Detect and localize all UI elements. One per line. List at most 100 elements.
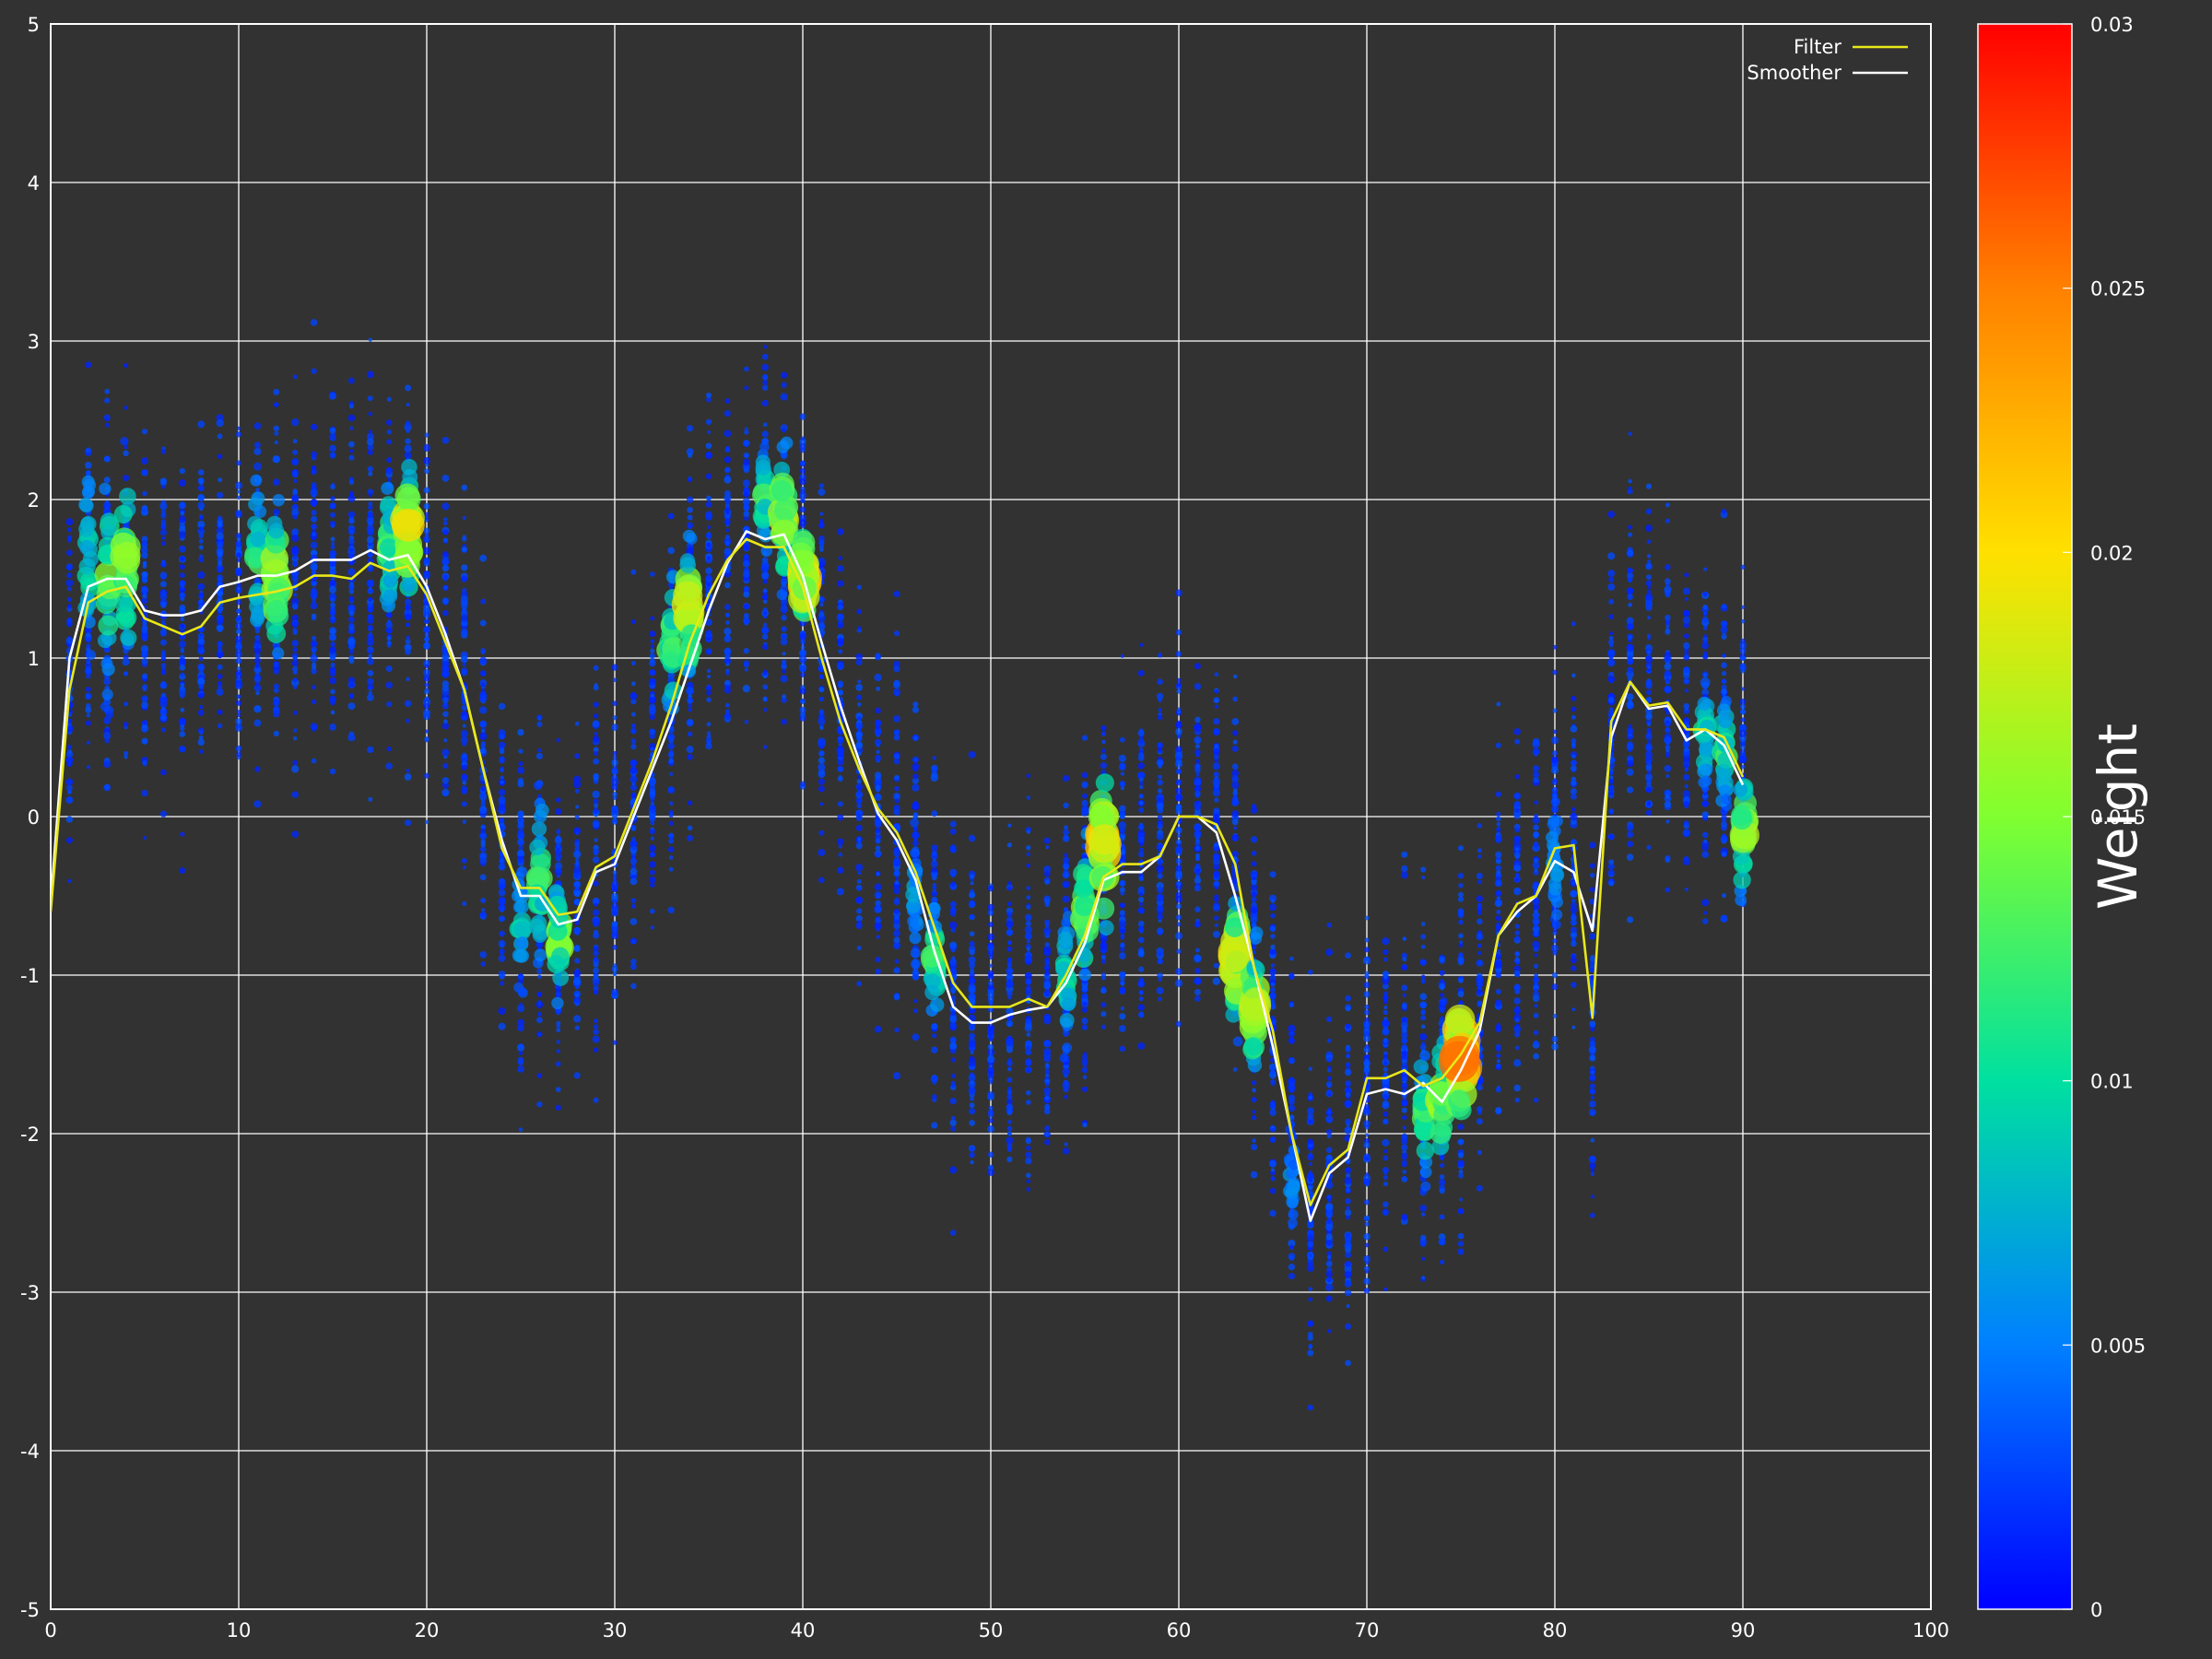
particle [236, 608, 241, 614]
particle [819, 802, 824, 806]
particle [536, 991, 543, 997]
particle [1119, 736, 1125, 743]
particle [988, 980, 994, 986]
particle [424, 537, 429, 542]
particle [499, 930, 505, 937]
particle [1325, 1233, 1333, 1241]
particle [1270, 982, 1276, 987]
particle [667, 786, 676, 794]
particle [1327, 1254, 1332, 1259]
particle [1213, 846, 1219, 853]
particle [479, 656, 488, 665]
particle [218, 641, 222, 646]
particle [1194, 885, 1201, 892]
particle [1100, 972, 1107, 978]
particle [367, 465, 374, 473]
particle [1158, 774, 1162, 780]
particle [236, 666, 241, 671]
particle [855, 864, 864, 872]
particle [574, 958, 581, 964]
particle [424, 674, 429, 679]
particle [1007, 995, 1012, 1000]
particle [1344, 1068, 1352, 1077]
particle [1270, 1015, 1276, 1021]
particle [347, 441, 355, 448]
particle [987, 903, 994, 912]
particle [348, 584, 355, 591]
particle [1250, 884, 1258, 891]
particle [311, 758, 317, 764]
particle [347, 511, 356, 519]
particle [799, 706, 806, 713]
particle [236, 713, 241, 718]
particle [479, 950, 488, 959]
particle [347, 494, 356, 502]
particle [462, 700, 467, 706]
particle [1176, 681, 1182, 687]
particle [799, 477, 806, 486]
particle [648, 844, 656, 853]
particle [291, 659, 299, 667]
particle [781, 659, 787, 665]
particle [874, 1025, 882, 1033]
particle [1157, 887, 1164, 894]
particle [856, 789, 862, 794]
particle [893, 630, 900, 637]
particle [969, 1102, 975, 1109]
particle [179, 525, 186, 534]
particle [179, 688, 186, 697]
particle [649, 908, 655, 914]
particle [479, 747, 487, 754]
particle [236, 426, 241, 430]
particle [1044, 879, 1050, 885]
particle [1382, 1181, 1389, 1187]
particle [856, 946, 862, 951]
particle [988, 1001, 994, 1006]
particle [1044, 942, 1050, 947]
particle [1363, 1178, 1371, 1185]
particle [141, 632, 148, 641]
particle [970, 1096, 975, 1101]
particle [310, 723, 318, 731]
particle [1006, 990, 1013, 997]
particle [857, 715, 862, 721]
particle [893, 590, 900, 597]
particle [1194, 867, 1201, 874]
particle [461, 857, 467, 864]
particle [818, 560, 826, 569]
particle [1213, 870, 1220, 877]
particle [761, 363, 770, 371]
particle [481, 908, 486, 912]
particle [1043, 865, 1052, 874]
particle [1308, 1297, 1313, 1302]
particle [724, 476, 732, 484]
particle [141, 571, 148, 579]
particle [310, 515, 318, 523]
particle [687, 698, 693, 704]
particle [1326, 1109, 1332, 1114]
particle [1194, 683, 1202, 690]
particle [1269, 1069, 1277, 1077]
particle [1045, 1063, 1050, 1067]
particle [743, 591, 750, 598]
particle [517, 1056, 524, 1064]
particle [704, 575, 713, 583]
particle [1251, 861, 1257, 867]
particle [667, 751, 675, 758]
particle [1157, 869, 1163, 875]
particle [837, 689, 844, 696]
particle [668, 855, 674, 860]
particle [949, 986, 957, 994]
particle [443, 738, 448, 743]
particle [1175, 1020, 1182, 1028]
particle [329, 392, 336, 400]
particle [987, 1030, 994, 1037]
particle [969, 874, 975, 879]
particle [462, 711, 467, 715]
particle [1270, 912, 1276, 919]
particle [1026, 904, 1031, 910]
particle [1082, 1122, 1088, 1128]
particle [218, 684, 223, 689]
particle [724, 447, 731, 453]
grid [51, 24, 1931, 1609]
